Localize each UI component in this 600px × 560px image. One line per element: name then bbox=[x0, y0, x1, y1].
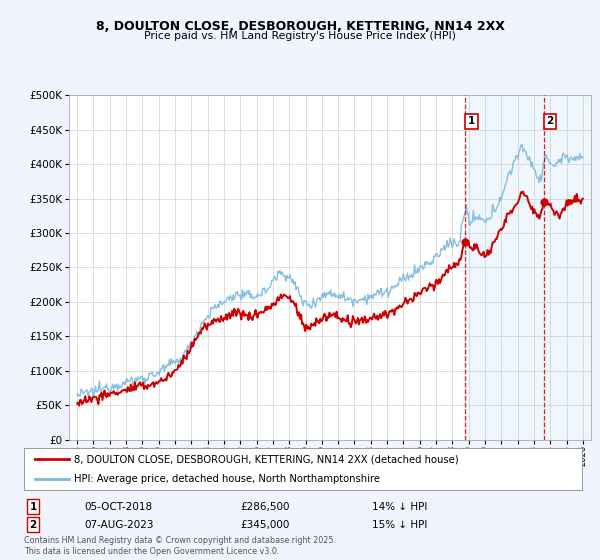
Text: Price paid vs. HM Land Registry's House Price Index (HPI): Price paid vs. HM Land Registry's House … bbox=[144, 31, 456, 41]
Text: HPI: Average price, detached house, North Northamptonshire: HPI: Average price, detached house, Nort… bbox=[74, 474, 380, 484]
Point bbox=[539, 198, 549, 207]
Point bbox=[460, 238, 470, 247]
Text: 2: 2 bbox=[29, 520, 37, 530]
Text: 15% ↓ HPI: 15% ↓ HPI bbox=[372, 520, 427, 530]
Text: 07-AUG-2023: 07-AUG-2023 bbox=[84, 520, 154, 530]
Text: 2: 2 bbox=[547, 116, 554, 127]
Text: 8, DOULTON CLOSE, DESBOROUGH, KETTERING, NN14 2XX (detached house): 8, DOULTON CLOSE, DESBOROUGH, KETTERING,… bbox=[74, 454, 459, 464]
Bar bbox=[465, 95, 591, 440]
Text: 8, DOULTON CLOSE, DESBOROUGH, KETTERING, NN14 2XX: 8, DOULTON CLOSE, DESBOROUGH, KETTERING,… bbox=[95, 20, 505, 32]
Text: 1: 1 bbox=[467, 116, 475, 127]
Text: 1: 1 bbox=[29, 502, 37, 512]
Text: £286,500: £286,500 bbox=[240, 502, 290, 512]
Text: 14% ↓ HPI: 14% ↓ HPI bbox=[372, 502, 427, 512]
Text: Contains HM Land Registry data © Crown copyright and database right 2025.
This d: Contains HM Land Registry data © Crown c… bbox=[24, 536, 336, 556]
Text: 05-OCT-2018: 05-OCT-2018 bbox=[84, 502, 152, 512]
Text: £345,000: £345,000 bbox=[240, 520, 289, 530]
